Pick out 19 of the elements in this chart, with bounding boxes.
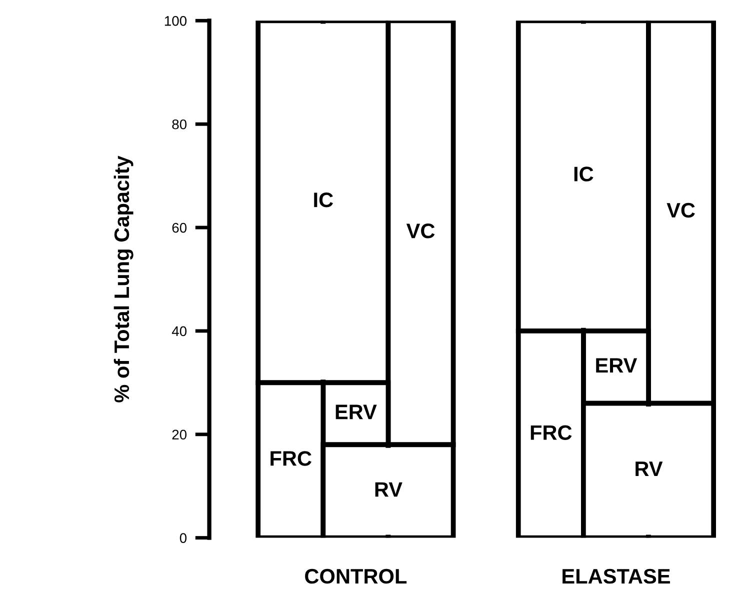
series-label: IC	[574, 166, 594, 182]
y-tick-label: 20	[172, 430, 187, 440]
x-tick-label: CONTROL	[305, 568, 407, 584]
y-tick-label: 80	[172, 119, 187, 130]
text: ERV	[336, 404, 377, 420]
y-tick-label: 60	[172, 222, 187, 233]
text: FRC	[530, 425, 572, 440]
series-label: ERV	[596, 358, 638, 373]
text: IC	[314, 192, 334, 208]
x-tick-label: ELASTASE	[562, 568, 670, 584]
series-label: FRC	[270, 451, 312, 466]
series-label: VC	[406, 224, 435, 238]
y-axis-title: % of Total Lung Capacity	[114, 156, 134, 402]
y-tick-label: 40	[172, 326, 187, 336]
y-tick-label: 100	[164, 16, 187, 26]
y-tick-label: 0	[180, 533, 187, 543]
text: RV	[636, 462, 663, 476]
series-label: RV	[375, 482, 402, 497]
text: VC	[666, 202, 695, 218]
